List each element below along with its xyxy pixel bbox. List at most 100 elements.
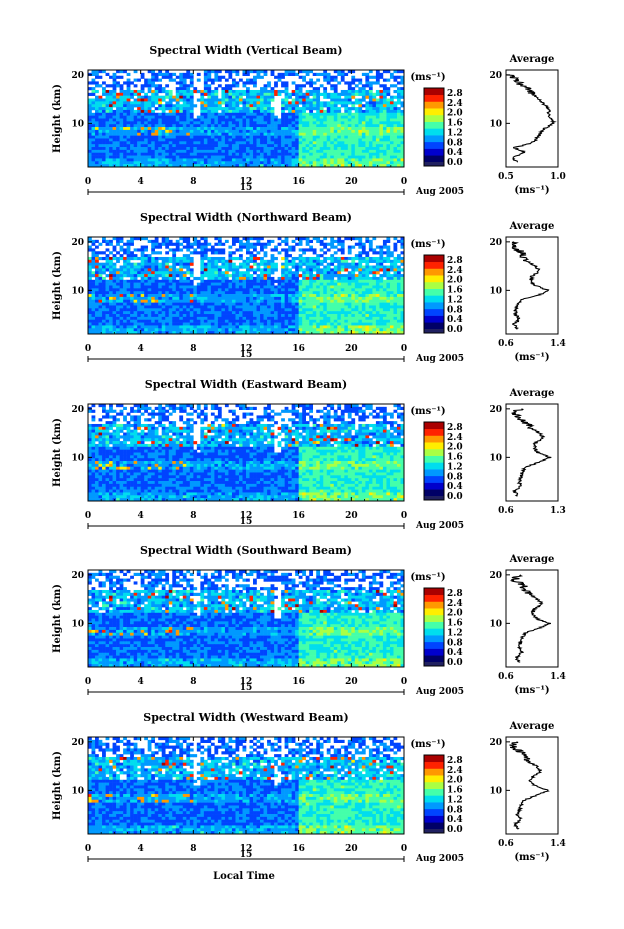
heatmap-cell: [231, 149, 236, 154]
heatmap-cell: [231, 285, 236, 289]
heatmap-cell: [382, 265, 387, 269]
heatmap-cell: [235, 115, 240, 119]
heatmap-cell: [161, 132, 166, 136]
heatmap-cell: [389, 147, 394, 151]
heatmap-cell: [112, 149, 117, 154]
heatmap-cell: [119, 129, 124, 134]
heatmap-cell: [105, 296, 110, 301]
heatmap-cell: [126, 248, 131, 252]
heatmap-cell: [400, 129, 405, 134]
heatmap-cell: [246, 101, 250, 105]
heatmap-cell: [172, 135, 177, 139]
heatmap-cell: [291, 107, 296, 111]
heatmap-cell: [154, 259, 159, 263]
heatmap-cell: [323, 316, 328, 321]
heatmap-cell: [126, 319, 131, 323]
heatmap-cell: [172, 274, 177, 278]
heatmap-cell: [144, 121, 148, 125]
heatmap-cell: [151, 158, 156, 162]
heatmap-cell: [95, 294, 99, 298]
heatmap-cell: [91, 121, 96, 125]
heatmap-cell: [277, 308, 282, 312]
heatmap-cell: [133, 84, 138, 88]
heatmap-cell: [319, 279, 324, 283]
heatmap-cell: [326, 78, 331, 82]
heatmap-cell: [277, 158, 282, 162]
heatmap-cell: [340, 149, 345, 154]
heatmap-cell: [358, 274, 363, 278]
heatmap-cell: [361, 115, 366, 119]
heatmap-cell: [165, 279, 170, 283]
heatmap-cell: [375, 161, 380, 165]
heatmap-cell: [172, 288, 177, 292]
heatmap-cell: [189, 124, 194, 128]
heatmap-cell: [119, 87, 124, 91]
heatmap-cell: [133, 127, 138, 131]
heatmap-cell: [288, 296, 292, 301]
heatmap-cell: [186, 141, 191, 145]
heatmap-cell: [207, 72, 212, 76]
heatmap-cell: [375, 70, 380, 74]
heatmap-cell: [165, 299, 170, 303]
heatmap-cell: [274, 245, 278, 249]
heatmap-cell: [309, 101, 314, 105]
heatmap-cell: [210, 285, 215, 289]
heatmap-cell: [309, 141, 314, 145]
heatmap-cell: [347, 308, 352, 312]
heatmap-cell: [358, 285, 363, 289]
heatmap-cell: [330, 302, 335, 306]
heatmap-cell: [175, 132, 180, 136]
heatmap-cell: [379, 84, 384, 88]
heatmap-cell: [91, 274, 96, 278]
heatmap-cell: [109, 285, 113, 289]
heatmap-cell: [182, 279, 187, 283]
heatmap-cell: [98, 305, 103, 309]
heatmap-cell: [210, 124, 215, 128]
heatmap-cell: [351, 129, 356, 134]
heatmap-cell: [302, 132, 306, 136]
heatmap-cell: [147, 78, 152, 82]
heatmap-cell: [284, 282, 289, 286]
heatmap-cell: [389, 164, 394, 168]
heatmap-cell: [189, 296, 194, 301]
heatmap-cell: [274, 149, 278, 154]
heatmap-cell: [358, 87, 363, 91]
colorbar-low-box: [424, 162, 444, 166]
heatmap-cell: [323, 302, 328, 306]
heatmap-cell: [277, 314, 282, 318]
heatmap-cell: [260, 129, 264, 134]
heatmap-cell: [396, 279, 401, 283]
heatmap-cell: [119, 144, 124, 148]
heatmap-cell: [109, 271, 113, 275]
heatmap-cell: [291, 141, 296, 145]
heatmap-cell: [260, 302, 264, 306]
heatmap-cell: [358, 276, 363, 281]
heatmap-cell: [88, 316, 92, 321]
heatmap-cell: [337, 138, 342, 142]
heatmap-cell: [267, 89, 271, 94]
heatmap-cell: [109, 149, 113, 154]
heatmap-cell: [137, 107, 141, 111]
heatmap-cell: [88, 265, 92, 269]
heatmap-cell: [340, 101, 345, 105]
heatmap-cell: [172, 115, 177, 119]
heatmap-cell: [267, 311, 271, 315]
heatmap-cell: [386, 118, 391, 122]
heatmap-cell: [246, 115, 250, 119]
heatmap-cell: [281, 84, 285, 88]
heatmap-cell: [396, 268, 401, 272]
heatmap-cell: [267, 152, 271, 156]
heatmap-cell: [386, 314, 391, 318]
heatmap-cell: [119, 316, 124, 321]
heatmap-cell: [224, 265, 229, 269]
heatmap-cell: [151, 302, 156, 306]
heatmap-cell: [133, 276, 138, 281]
colorbar-segment: [424, 121, 444, 129]
heatmap-cell: [386, 279, 391, 283]
heatmap-cell: [193, 124, 198, 128]
heatmap-cell: [224, 118, 229, 122]
heatmap-cell: [112, 294, 117, 298]
heatmap-cell: [203, 135, 208, 139]
heatmap-cell: [344, 129, 349, 134]
heatmap-cell: [119, 314, 124, 318]
